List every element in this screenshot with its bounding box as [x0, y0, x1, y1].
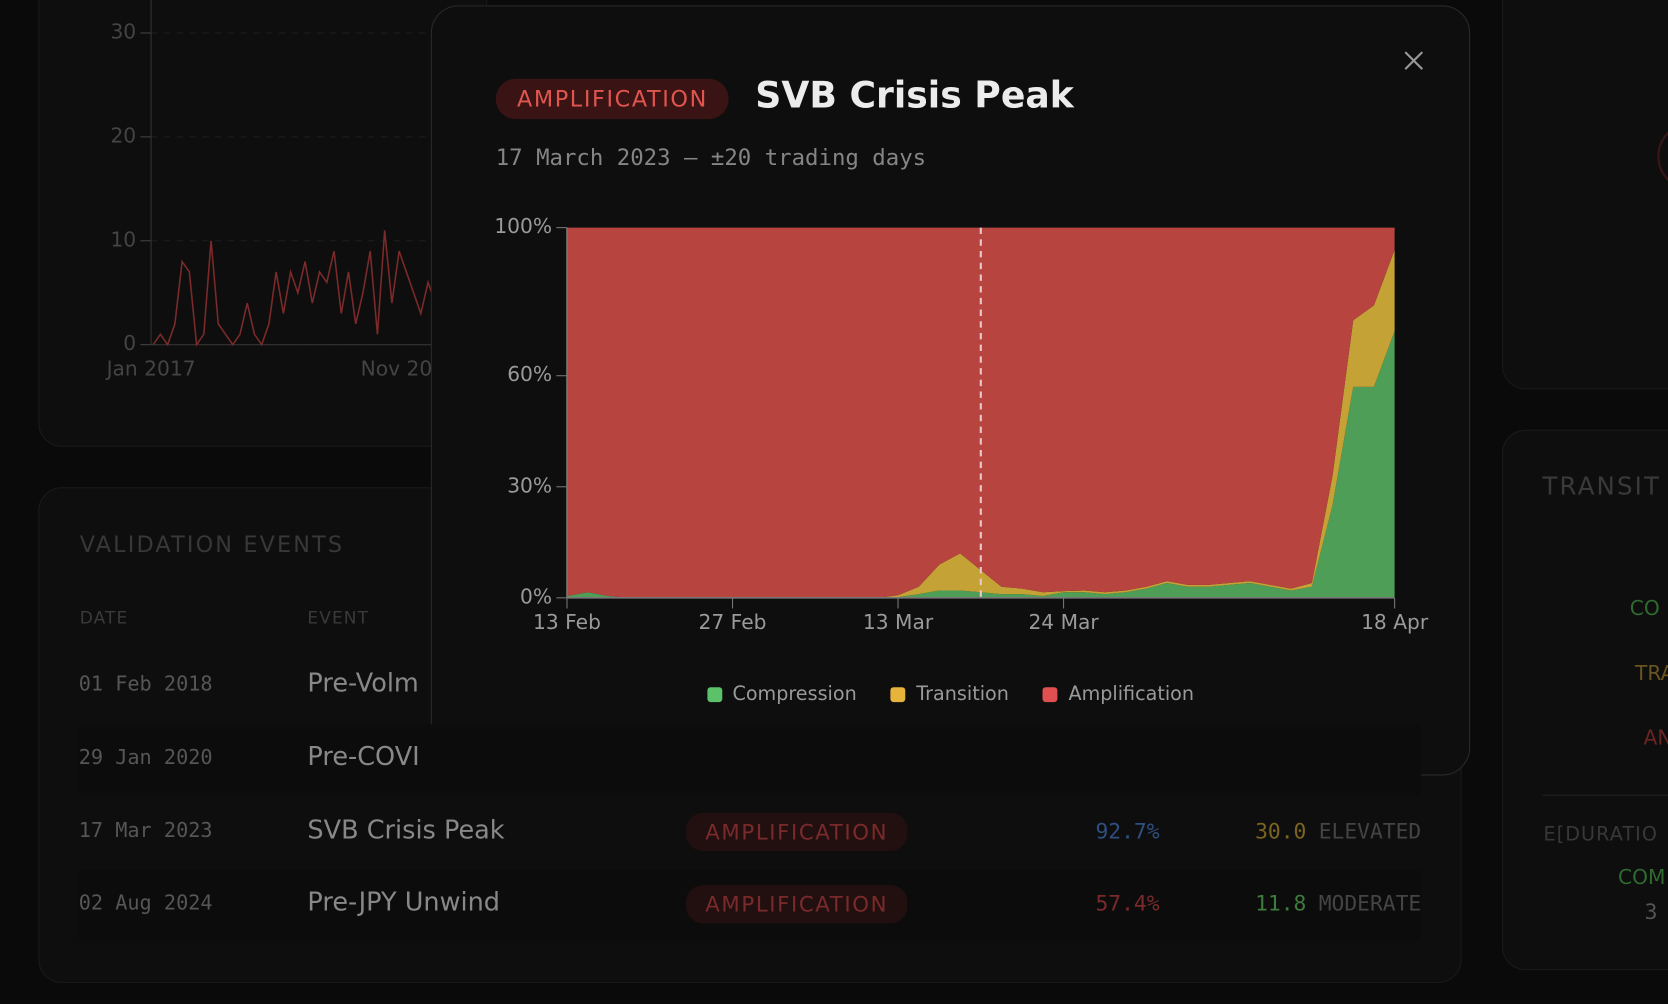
legend-label: Amplification: [1068, 682, 1195, 706]
regime-badge: AMPLIFICATION: [686, 812, 908, 852]
event: Pre-Volm: [307, 668, 419, 698]
score: 30.0: [1255, 818, 1307, 844]
table-row: 17 Mar 2023 SVB Crisis Peak AMPLIFICATION 9…: [79, 798, 1421, 868]
level: MODERATE: [1318, 890, 1422, 916]
x-tick-label: 27 Feb: [699, 610, 767, 634]
legend-item: Compression: [706, 682, 857, 706]
date: 02 Aug 2024: [78, 891, 213, 915]
y-tick-label: 0%: [520, 584, 552, 608]
modal-subtitle: 17 March 2023 — ±20 trading days: [495, 144, 927, 171]
side-label: CO: [1629, 596, 1660, 621]
table-row: 02 Aug 2024 Pre-JPY Unwind AMPLIFICATION 57…: [78, 870, 1422, 941]
date: 17 Mar 2023: [78, 819, 213, 843]
regime-badge: AMPLIFICATION: [686, 885, 908, 924]
x-tick-label: 13 Mar: [863, 610, 934, 634]
area: [566, 227, 1395, 598]
bg-side-card: [1502, 429, 1668, 971]
legend: Compression Transition Amplification: [432, 683, 1469, 705]
side-footer-title: E[DURATIO: [1543, 823, 1659, 846]
y-tick-label: 100%: [494, 214, 552, 238]
y-tick-label: 30%: [507, 473, 552, 497]
y-tick-label: 0: [123, 331, 136, 355]
modal: AMPLIFICATION SVB Crisis Peak 17 March 2…: [430, 5, 1471, 776]
legend-item: Transition: [890, 682, 1009, 706]
probability: 57.4%: [1095, 890, 1160, 916]
legend-swatch: [706, 686, 722, 702]
header: DATE: [79, 607, 129, 628]
event: SVB Crisis Peak: [307, 814, 505, 845]
side-label: TRA: [1635, 661, 1668, 686]
x-tick-label: Nov 20: [361, 357, 433, 381]
legend-swatch: [890, 686, 906, 702]
legend-swatch: [1042, 686, 1058, 702]
legend-item: Amplification: [1042, 682, 1195, 706]
event: Pre-COVI: [307, 741, 420, 772]
level: ELEVATED: [1318, 818, 1422, 844]
y-tick-label: 60%: [507, 362, 552, 386]
table-row: 29 Jan 2020 Pre-COVI: [78, 724, 1422, 795]
y-tick-label: 30: [110, 19, 136, 43]
bg-line: [152, 230, 437, 347]
score: 11.8: [1255, 890, 1307, 916]
y-tick-label: 20: [110, 123, 136, 147]
header: EVENT: [307, 607, 370, 628]
close-icon: [1404, 51, 1424, 70]
close-button[interactable]: [1402, 49, 1425, 72]
regime-chart: 0% 30% 60% 100% 13 Feb 27 Feb 13 Mar 24 Mar 18 A…: [494, 214, 1429, 634]
legend-label: Compression: [732, 682, 857, 706]
x-tick-label: Jan 2017: [105, 357, 196, 381]
date: 01 Feb 2018: [78, 672, 213, 696]
event: Pre-JPY Unwind: [307, 887, 500, 917]
table-title: VALIDATION EVENTS: [79, 531, 345, 558]
bg-chart-card: [38, 0, 488, 447]
divider: [1542, 794, 1668, 796]
side-footer-value: 3: [1644, 898, 1658, 925]
regime-badge: AMPLIFICATION: [495, 78, 730, 120]
table-row: 01 Feb 2018 Pre-Volm: [79, 651, 1421, 721]
modal-title: SVB Crisis Peak: [755, 74, 1074, 118]
x-tick-label: 24 Mar: [1028, 610, 1099, 634]
side-title: TRANSIT: [1542, 473, 1662, 502]
side-footer-label: COM: [1618, 865, 1666, 890]
legend-label: Transition: [916, 682, 1009, 706]
x-tick-label: 13 Feb: [533, 610, 601, 634]
probability: 92.7%: [1095, 818, 1160, 844]
x-tick-label: 18 Apr: [1361, 610, 1429, 634]
bg-side-card: [1502, 0, 1668, 390]
y-tick-label: 10: [110, 227, 136, 251]
side-label: AN: [1643, 726, 1668, 750]
date: 29 Jan 2020: [78, 745, 213, 770]
bg-chart: 0 10 20 30 Jan 2017 Nov 20: [105, 0, 447, 381]
